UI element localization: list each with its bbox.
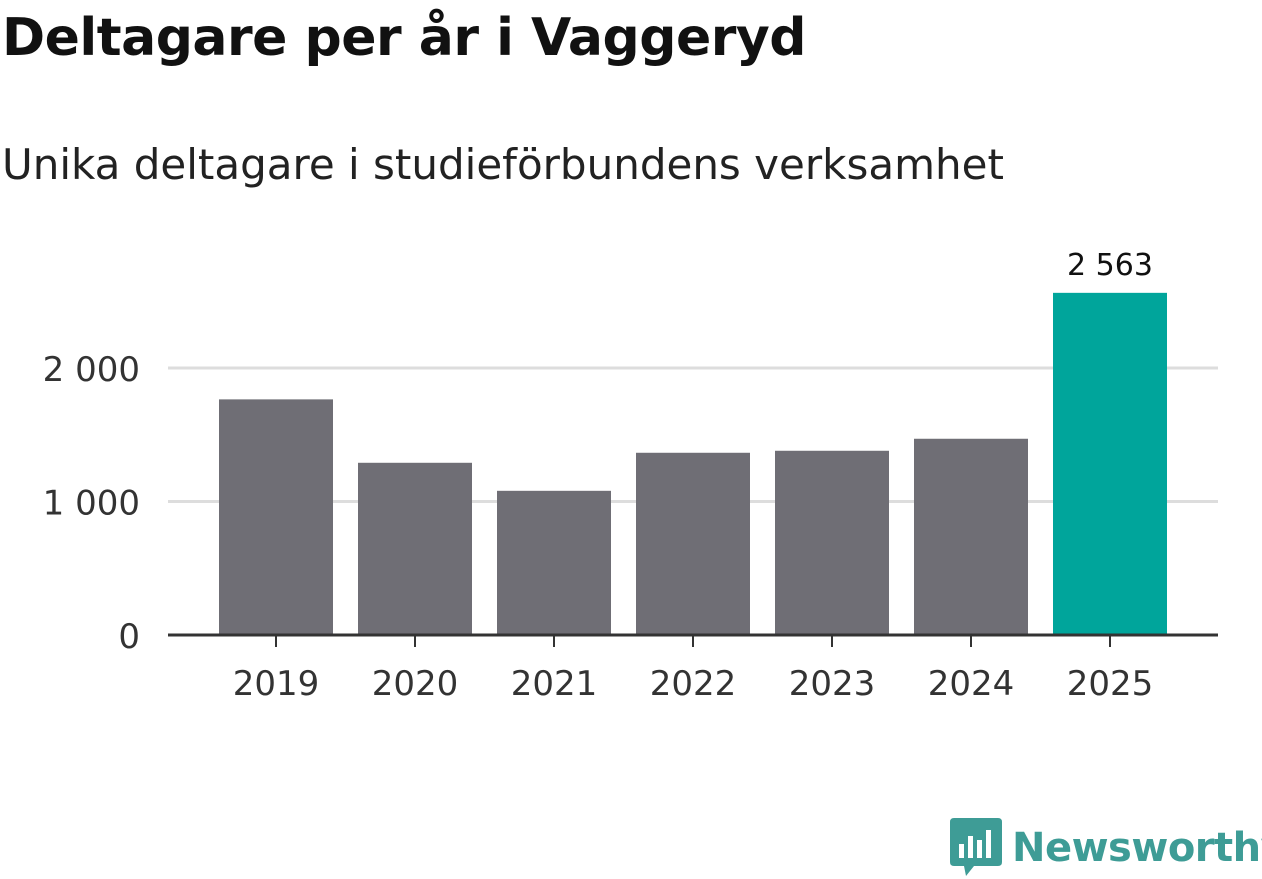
y-tick-label: 1 000 [43,484,140,524]
x-tick-label: 2019 [233,664,320,704]
chart-subtitle: Unika deltagare i studieförbundens verks… [2,140,1004,189]
bar [636,452,750,635]
y-tick-label: 2 000 [43,350,140,390]
bar [914,438,1028,635]
x-tick-label: 2024 [928,664,1015,704]
newsworthy-logo-icon [950,818,1002,876]
newsworthy-logo: Newsworthy [950,818,1262,878]
chart-title: Deltagare per år i Vaggeryd [2,8,807,68]
bar [1053,292,1167,635]
y-tick-label: 0 [118,617,140,657]
data-label: 2 563 [1067,248,1153,283]
bar [775,450,889,635]
bar [219,399,333,635]
bar-chart: 0 1 000 2 000 2 563 2019 2020 2021 2022 2023 2024… [43,248,1218,704]
x-tick-label: 2025 [1067,664,1154,704]
bar [497,490,611,635]
x-tick-label: 2022 [650,664,737,704]
x-tick-label: 2023 [789,664,876,704]
x-tick-label: 2020 [372,664,459,704]
brand-name: Newsworthy [1012,825,1262,871]
bar [358,462,472,635]
x-tick-label: 2021 [511,664,598,704]
